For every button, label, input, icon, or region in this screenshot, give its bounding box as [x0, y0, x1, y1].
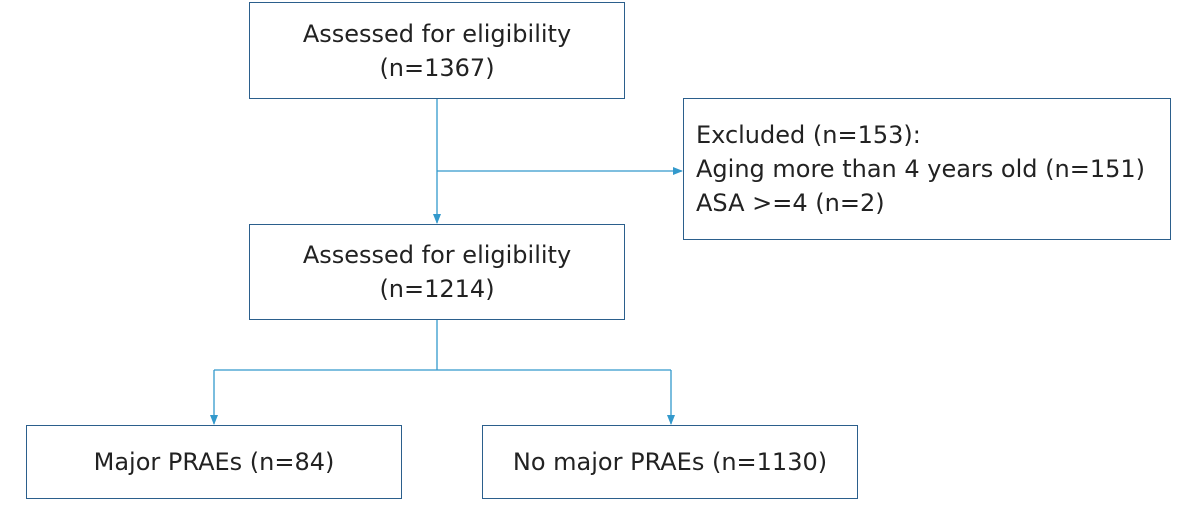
node-label-line: No major PRAEs (n=1130): [512, 448, 828, 476]
node-assessed-for-eligibility-1367: Assessed for eligibility (n=1367): [249, 2, 625, 99]
node-reason-age: Aging more than 4 years old (n=151): [696, 155, 1146, 183]
node-excluded: Excluded (n=153): Aging more than 4 year…: [683, 98, 1171, 240]
node-no-major-praes: No major PRAEs (n=1130): [482, 425, 858, 499]
node-assessed-for-eligibility-1214: Assessed for eligibility (n=1214): [249, 224, 625, 320]
node-label-line: Assessed for eligibility: [302, 241, 572, 269]
node-major-praes: Major PRAEs (n=84): [26, 425, 402, 499]
node-label-line: Excluded (n=153):: [696, 121, 921, 149]
node-count: (n=1367): [379, 53, 495, 82]
node-count: (n=1214): [379, 275, 495, 303]
node-reason-asa: ASA >=4 (n=2): [696, 189, 885, 217]
node-label-line: Assessed for eligibility: [302, 19, 572, 48]
node-label-line: Major PRAEs (n=84): [93, 448, 335, 476]
